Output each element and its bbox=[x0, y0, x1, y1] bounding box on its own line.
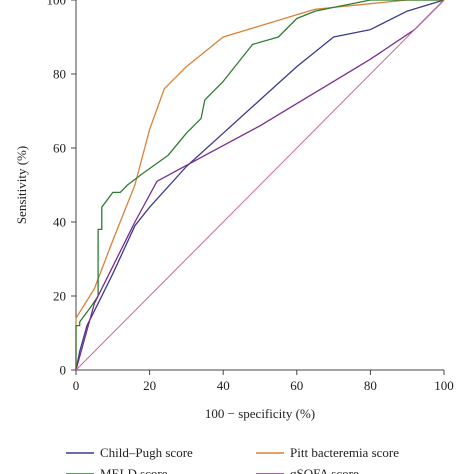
x-tick-label-1: 20 bbox=[143, 378, 156, 393]
x-tick-label-4: 80 bbox=[364, 378, 377, 393]
legend-label-1: Pitt bacteremia score bbox=[290, 445, 399, 460]
y-axis-title: Sensitivity (%) bbox=[14, 146, 29, 224]
x-tick-label-5: 100 bbox=[434, 378, 454, 393]
series-line-3 bbox=[75, 0, 445, 371]
y-tick-label-4: 80 bbox=[53, 67, 66, 82]
x-ticks: 0 20 40 60 80 100 bbox=[73, 370, 454, 393]
legend-label-2: MELD score bbox=[100, 466, 168, 474]
legend-label-3: qSOFA score bbox=[290, 466, 359, 474]
series-line-1 bbox=[75, 0, 444, 370]
x-tick-label-3: 60 bbox=[290, 378, 303, 393]
series-line-2 bbox=[75, 0, 444, 370]
y-tick-label-2: 40 bbox=[53, 215, 66, 230]
x-axis-title: 100 − specificity (%) bbox=[205, 406, 315, 421]
y-tick-label-5: 100 bbox=[47, 0, 67, 8]
x-tick-label-2: 40 bbox=[217, 378, 230, 393]
x-tick-label-0: 0 bbox=[73, 378, 80, 393]
legend: Child–Pugh score Pitt bacteremia score MEL… bbox=[66, 445, 399, 474]
y-tick-label-3: 60 bbox=[53, 141, 66, 156]
reference-line bbox=[75, 0, 445, 371]
plot-area: 0 20 40 60 80 100 0 20 40 60 80 100 bbox=[47, 0, 454, 393]
y-tick-label-0: 0 bbox=[60, 363, 67, 378]
y-tick-label-1: 20 bbox=[53, 289, 66, 304]
y-ticks: 0 20 40 60 80 100 bbox=[47, 0, 76, 378]
series-layer bbox=[75, 0, 445, 371]
legend-label-0: Child–Pugh score bbox=[100, 445, 193, 460]
